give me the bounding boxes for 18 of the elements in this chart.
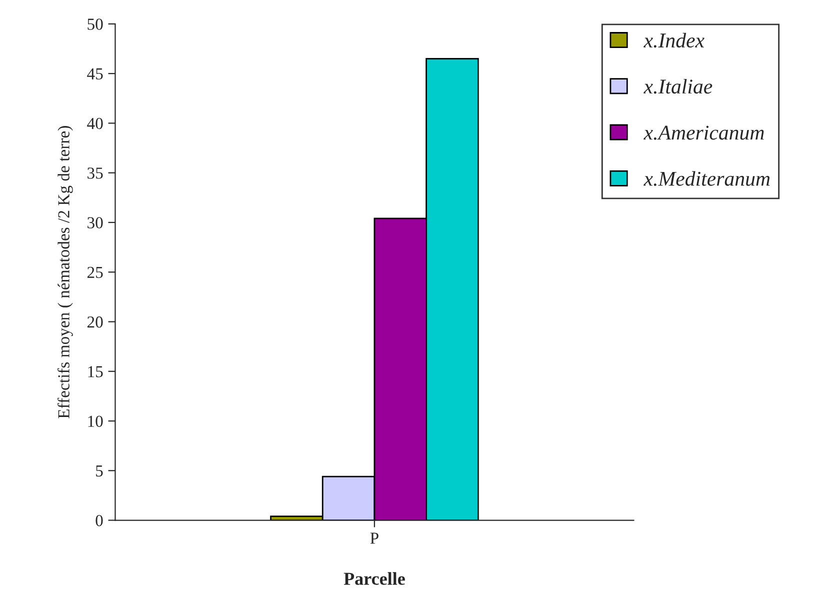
y-tick-label: 15 [88,366,103,378]
x-tick-label: P [370,532,378,544]
y-tick-label: 45 [87,68,103,80]
legend-label: x.Americanum [644,126,764,140]
y-tick-label: 5 [96,465,103,477]
y-tick-label: 0 [96,514,103,526]
y-tick-label: 10 [88,416,103,427]
y-tick-label: 25 [87,266,103,278]
y-tick-label: 40 [87,118,103,130]
y-tick-label: 35 [88,168,103,179]
y-tick-label: 30 [88,217,103,228]
y-tick-label: 20 [87,316,103,328]
x-axis-title: Parcelle [344,572,405,585]
y-tick-label: 50 [88,18,103,30]
legend-label: x.Index [644,32,704,48]
legend-label: x.Italiae [644,78,712,94]
y-axis-title: Effectifs moyen ( nématodes /2 Kg de terre) [58,126,73,418]
legend-label: x.Mediteranum [644,171,770,186]
